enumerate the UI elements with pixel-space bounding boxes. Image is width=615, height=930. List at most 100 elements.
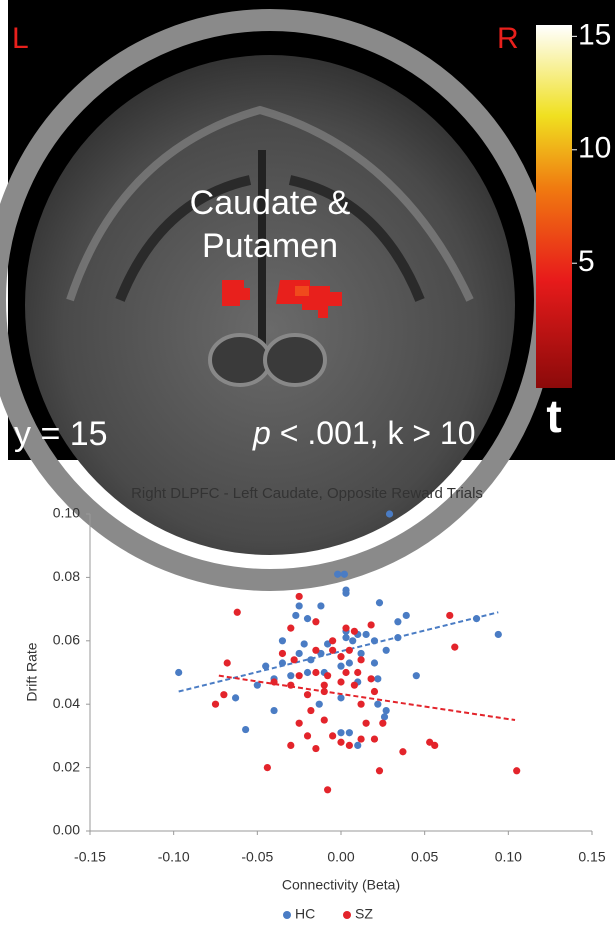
point: [321, 716, 328, 723]
point: [307, 707, 314, 714]
page: L R Caudate & Putamen y = 15 p< .001, k …: [0, 0, 615, 930]
x-tick-label: 0.10: [495, 849, 522, 865]
x-tick-label: -0.05: [241, 849, 273, 865]
point: [371, 735, 378, 742]
point: [296, 720, 303, 727]
colorbar-tick-label: 15: [578, 18, 611, 51]
point: [337, 694, 344, 701]
point: [212, 701, 219, 708]
point: [312, 647, 319, 654]
region-label: Putamen: [202, 227, 338, 265]
point: [329, 732, 336, 739]
point: [371, 659, 378, 666]
colorbar-tick-label: 10: [578, 132, 611, 165]
point: [383, 647, 390, 654]
point: [413, 672, 420, 679]
point: [321, 682, 328, 689]
point: [379, 720, 386, 727]
point: [495, 631, 502, 638]
point: [381, 713, 388, 720]
legend-label: SZ: [355, 906, 373, 922]
point: [287, 742, 294, 749]
point: [312, 745, 319, 752]
hemisphere-label: L: [12, 22, 29, 55]
point: [317, 602, 324, 609]
point: [304, 669, 311, 676]
slice-label: y = 15: [14, 415, 108, 453]
point: [324, 786, 331, 793]
point: [354, 669, 361, 676]
region-label: Caudate &: [190, 184, 351, 222]
point: [279, 637, 286, 644]
point: [354, 742, 361, 749]
point: [351, 682, 358, 689]
point: [287, 672, 294, 679]
point: [346, 742, 353, 749]
point: [451, 644, 458, 651]
point: [376, 599, 383, 606]
point: [279, 650, 286, 657]
y-tick-label: 0.06: [53, 632, 80, 648]
point: [386, 510, 393, 517]
x-tick-label: 0.15: [578, 849, 605, 865]
x-axis-label: Connectivity (Beta): [282, 877, 400, 893]
point: [304, 732, 311, 739]
colorbar-label: t: [546, 390, 561, 442]
point: [291, 656, 298, 663]
threshold-symbol: p: [252, 415, 271, 451]
point: [301, 640, 308, 647]
point: [342, 669, 349, 676]
point: [374, 701, 381, 708]
point: [513, 767, 520, 774]
x-tick-label: 0.05: [411, 849, 438, 865]
point: [357, 735, 364, 742]
point: [431, 742, 438, 749]
point: [270, 707, 277, 714]
point: [346, 729, 353, 736]
point: [334, 571, 341, 578]
point: [329, 647, 336, 654]
point: [329, 637, 336, 644]
point: [357, 656, 364, 663]
threshold-text: < .001, k > 10: [280, 415, 476, 451]
legend-marker: [283, 911, 291, 919]
point: [342, 625, 349, 632]
legend-label: HC: [295, 906, 315, 922]
point: [304, 691, 311, 698]
point: [337, 653, 344, 660]
point: [220, 691, 227, 698]
point: [242, 726, 249, 733]
y-tick-label: 0.02: [53, 758, 80, 774]
point: [287, 625, 294, 632]
point: [337, 663, 344, 670]
point: [371, 688, 378, 695]
point: [376, 767, 383, 774]
point: [374, 675, 381, 682]
point: [337, 678, 344, 685]
point: [349, 637, 356, 644]
colorbar-tick-label: 5: [578, 245, 595, 278]
point: [296, 593, 303, 600]
point: [403, 612, 410, 619]
figure: L R Caudate & Putamen y = 15 p< .001, k …: [0, 0, 615, 930]
point: [312, 669, 319, 676]
point: [399, 748, 406, 755]
point: [296, 672, 303, 679]
point: [342, 634, 349, 641]
point: [346, 647, 353, 654]
trendline: [219, 676, 515, 720]
point: [175, 669, 182, 676]
x-tick-label: 0.00: [327, 849, 354, 865]
point: [383, 707, 390, 714]
x-tick-label: -0.15: [74, 849, 106, 865]
y-tick-label: 0.00: [53, 822, 80, 838]
point: [346, 659, 353, 666]
point: [341, 571, 348, 578]
y-tick-label: 0.04: [53, 695, 80, 711]
y-tick-label: 0.10: [53, 505, 80, 521]
point: [363, 720, 370, 727]
hemisphere-label: R: [497, 22, 519, 55]
threshold-label: p< .001, k > 10: [252, 415, 476, 451]
point: [264, 764, 271, 771]
point: [446, 612, 453, 619]
